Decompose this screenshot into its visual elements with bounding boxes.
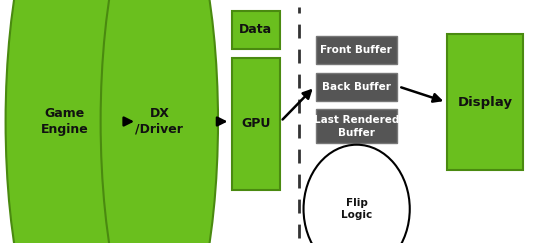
Text: Back Buffer: Back Buffer [322,82,391,92]
Text: Data: Data [239,23,272,36]
Ellipse shape [6,0,123,243]
Text: Last Rendered
Buffer: Last Rendered Buffer [314,115,399,138]
FancyBboxPatch shape [232,58,280,190]
Text: Front Buffer: Front Buffer [320,45,392,55]
Text: Game
Engine: Game Engine [40,107,88,136]
FancyBboxPatch shape [316,109,397,143]
FancyBboxPatch shape [316,36,397,64]
FancyBboxPatch shape [447,34,523,170]
Text: GPU: GPU [241,117,271,130]
FancyBboxPatch shape [316,73,397,101]
Text: Display: Display [457,95,513,109]
Ellipse shape [304,145,410,243]
Text: Flip
Logic: Flip Logic [341,198,372,220]
Ellipse shape [101,0,218,243]
Text: DX
/Driver: DX /Driver [135,107,183,136]
FancyBboxPatch shape [232,11,280,49]
